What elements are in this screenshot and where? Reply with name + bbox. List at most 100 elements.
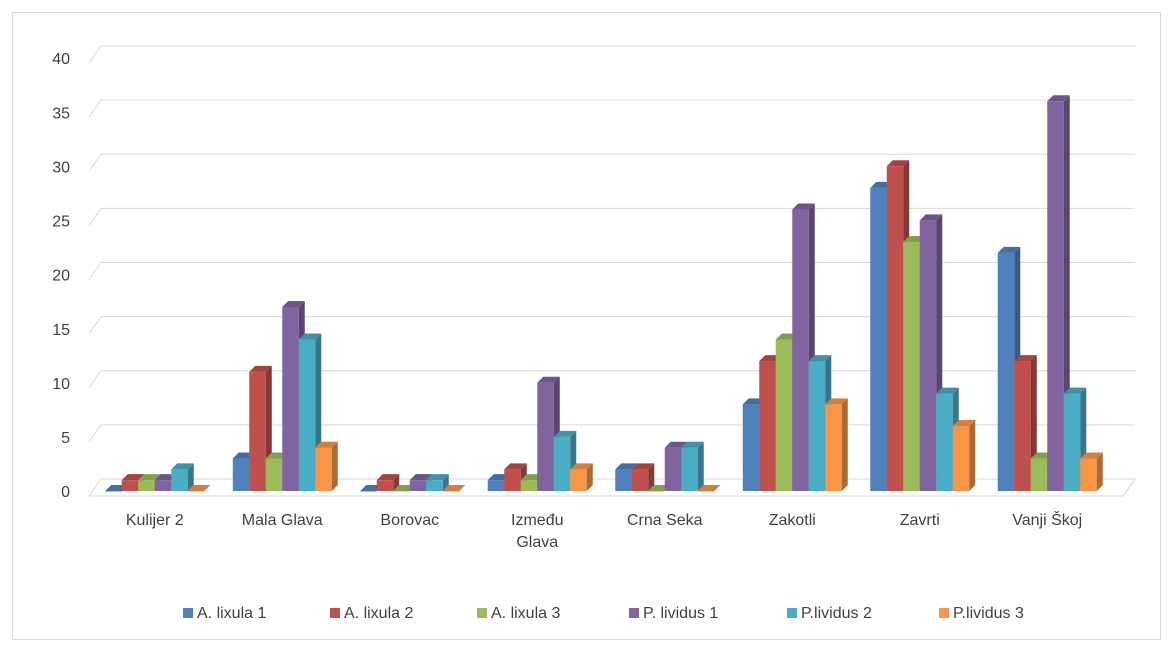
bar-front [520,480,538,491]
x-tick-label: Borovac [380,512,440,529]
bar-top [997,246,1021,253]
bar-top [315,441,338,448]
bar-front [1030,458,1048,491]
legend-swatch [477,608,487,618]
bar-side [442,474,449,491]
x-tick-label: Vanji Škoj [1012,512,1083,529]
legend-label: A. lixula 3 [491,605,560,622]
bar-side [841,398,848,491]
bar-side [1096,452,1103,491]
bar-top [631,463,655,470]
bar-side [393,474,400,491]
bar-top [615,463,638,470]
bar-front [997,252,1015,491]
bar-side [586,463,593,491]
bar-front [886,166,904,491]
bar-top [664,441,688,448]
bar-front [232,458,250,491]
bar-front [249,371,266,491]
bar-top [952,420,976,427]
bar-front [615,469,632,491]
grid-line [88,99,1135,118]
y-tick-label: 20 [52,268,70,285]
x-tick-label: Zakotli [768,512,816,529]
grid-line [88,45,1135,64]
bar-front [775,339,793,491]
bar-front [426,480,443,491]
bar-top [249,365,272,372]
bar-front [393,491,410,492]
legend-swatch [629,608,639,618]
bar-top [504,463,527,470]
bar-top [138,474,161,481]
bar-front [504,469,521,491]
y-tick-label: 35 [52,105,70,122]
legend-label: P.lividus 2 [801,605,872,622]
bar-front [808,361,826,491]
y-tick-label: 30 [52,159,70,176]
bar-front [553,436,571,491]
bar-front [442,491,460,492]
bar-side [331,441,338,491]
bar-top [1063,387,1087,394]
bar-top [282,300,305,307]
floor [89,478,1136,497]
bar-front [315,447,332,491]
bar-front [631,469,649,491]
bar-top [553,430,577,437]
legend-swatch [939,608,949,618]
legend-label: P.lividus 3 [953,605,1024,622]
grid-line [88,262,1135,280]
y-tick-label: 40 [52,51,70,68]
bar-front [742,404,760,491]
x-tick-label: Kulijer 2 [125,512,184,529]
bar-front [298,339,316,491]
y-tick-label: 15 [52,322,70,339]
bar-top [376,474,400,481]
bar-front [171,469,188,491]
bar-side [697,441,704,491]
bar-front [759,361,776,491]
bar-front [936,393,953,491]
y-tick-label: 25 [52,214,70,231]
legend-swatch [330,608,340,618]
legend-label: A. lixula 1 [197,605,266,622]
bar-front [154,480,172,491]
bar-top [187,485,211,491]
bar-side [187,463,194,491]
bar-top [681,441,704,448]
bar-top [792,203,815,210]
bar-front [1014,361,1031,491]
x-tick-label: Zavrti [899,512,940,529]
bar-front [187,491,205,492]
bar-front [664,447,682,491]
x-tick-label: Mala Glava [241,512,323,529]
bar-top [825,398,848,405]
bar-top [919,214,943,221]
bar-front [681,447,698,491]
bar-side [969,420,976,491]
bar-side [648,463,655,491]
bar-top [936,387,959,394]
bar-front [282,306,299,491]
bar-front [138,480,155,491]
legend-swatch [787,608,797,618]
bar-front [487,480,505,491]
bar-top [808,355,832,362]
legend-swatch [183,608,193,618]
x-tick-label: Crna Seka [626,512,703,529]
bar-top [1080,452,1103,459]
bar-top [1014,355,1037,362]
chart-border [12,12,1161,640]
bar-top [886,160,910,167]
grid-line [88,207,1135,226]
bar-front [376,480,394,491]
bar-top [409,474,433,481]
bar-top [570,463,593,470]
x-tick-label: Između Glava [511,512,564,551]
bar-front [648,491,665,492]
bar-top [426,474,449,481]
bar-front [121,480,139,491]
legend-label: P. lividus 1 [643,605,718,622]
bar-front [903,242,920,491]
